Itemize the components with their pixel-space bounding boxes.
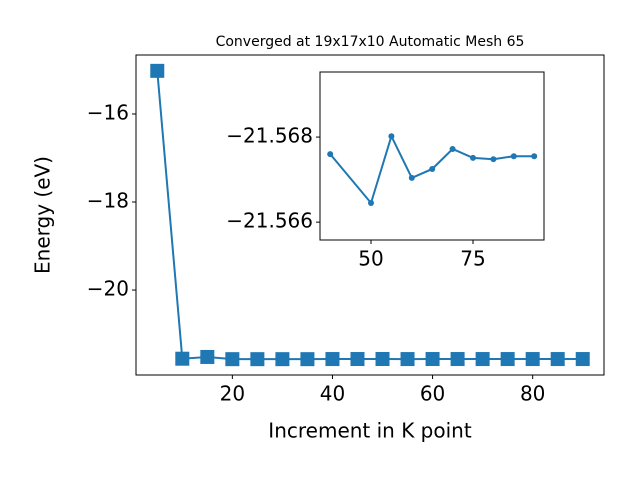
marker: [325, 352, 340, 367]
x-tick-label: 20: [220, 382, 245, 406]
marker: [368, 199, 375, 206]
marker: [388, 133, 395, 140]
chart-title: Converged at 19x17x10 Automatic Mesh 65: [216, 34, 525, 50]
marker: [500, 352, 515, 367]
marker: [449, 145, 456, 152]
x-tick-label: 50: [358, 247, 383, 271]
y-tick-label: −18: [87, 189, 129, 213]
marker: [425, 352, 440, 367]
marker: [175, 351, 190, 366]
y-tick-label: −20: [87, 277, 129, 301]
marker: [150, 63, 165, 78]
marker: [490, 156, 497, 163]
marker: [350, 352, 365, 367]
plot-area: [319, 71, 545, 241]
marker: [327, 151, 334, 158]
marker: [525, 352, 540, 367]
series-line: [329, 133, 535, 206]
marker: [250, 352, 265, 367]
marker: [375, 351, 390, 366]
marker: [450, 352, 465, 367]
marker: [300, 352, 315, 367]
marker: [550, 352, 565, 367]
marker: [400, 352, 415, 367]
marker: [408, 174, 415, 181]
x-tick-label: 60: [420, 382, 445, 406]
y-tick-label: −21.566: [226, 209, 313, 233]
marker: [470, 154, 477, 161]
marker: [429, 165, 436, 172]
x-tick-label: 40: [320, 382, 345, 406]
marker: [200, 349, 215, 364]
marker: [275, 352, 290, 367]
marker: [531, 153, 538, 160]
y-tick-label: −16: [87, 100, 129, 124]
x-tick-label: 80: [520, 382, 545, 406]
y-tick-label: −21.568: [226, 124, 313, 148]
marker: [225, 352, 240, 367]
y-axis-label: Energy (eV): [31, 156, 55, 274]
x-tick-label: 75: [460, 247, 485, 271]
marker: [575, 352, 590, 367]
x-axis-label: Increment in K point: [268, 419, 472, 443]
marker: [475, 352, 490, 367]
marker: [510, 153, 517, 160]
